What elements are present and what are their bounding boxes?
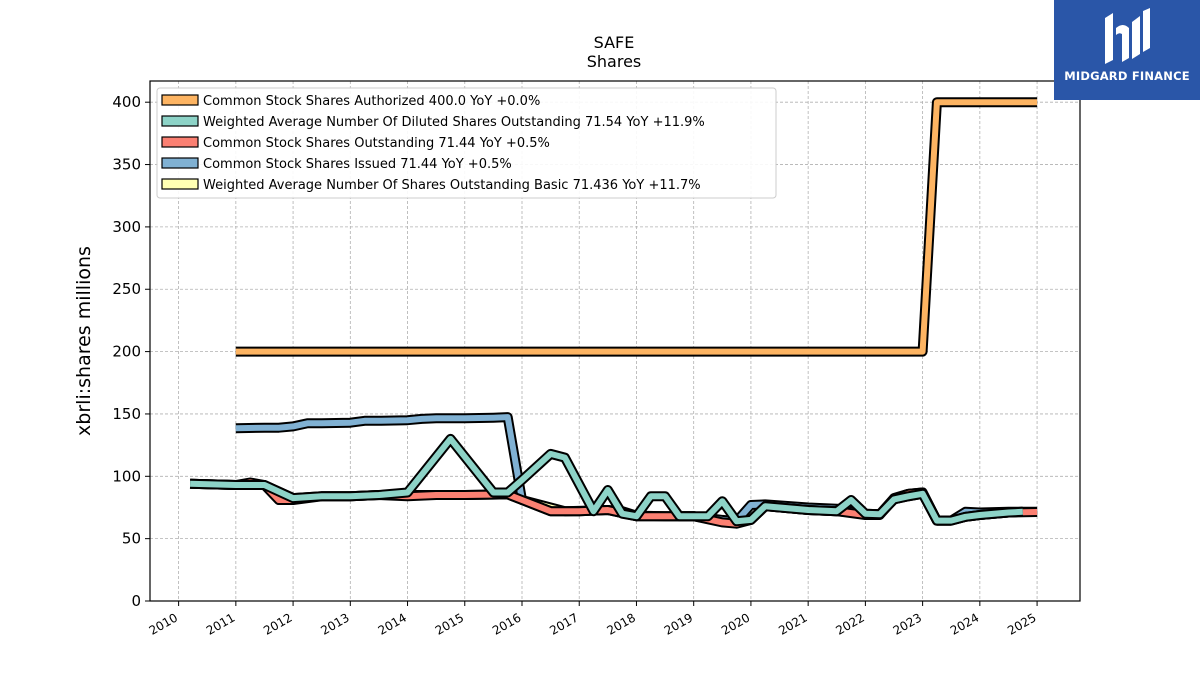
legend-entry: Common Stock Shares Authorized 400.0 YoY… (203, 94, 540, 109)
series-4-line (235, 99, 1038, 355)
x-tick-label: 2011 (204, 610, 237, 637)
x-tick-label: 2020 (719, 610, 752, 637)
x-tick-label: 2016 (490, 610, 523, 637)
legend-entry: Common Stock Shares Issued 71.44 YoY +0.… (203, 157, 512, 172)
legend-entry: Common Stock Shares Outstanding 71.44 Yo… (203, 136, 550, 151)
y-tick-label: 200 (112, 343, 141, 361)
x-tick-label: 2025 (1005, 610, 1038, 637)
x-tick-label: 2022 (833, 610, 866, 637)
series-3-line (190, 435, 1023, 525)
midgard-finance-logo: MIDGARD FINANCE (1054, 0, 1200, 100)
legend-swatch (161, 157, 199, 169)
legend-entry: Weighted Average Number Of Diluted Share… (203, 115, 705, 130)
logo-text: MIDGARD FINANCE (1064, 69, 1190, 83)
x-tick-label: 2017 (547, 610, 580, 637)
chart-subtitle: Shares (587, 52, 642, 71)
y-tick-label: 250 (112, 280, 141, 298)
legend-swatch (161, 136, 199, 148)
legend-swatch (161, 178, 199, 190)
y-tick-label: 400 (112, 93, 141, 111)
y-axis-label: xbrli:shares millions (73, 246, 95, 436)
y-tick-label: 0 (131, 592, 141, 610)
y-tick-label: 50 (122, 530, 141, 548)
plot-frame (149, 80, 1081, 602)
x-tick-label: 2015 (433, 610, 466, 637)
y-tick-label: 350 (112, 156, 141, 174)
legend: Common Stock Shares Authorized 400.0 YoY… (156, 87, 777, 199)
chart-title: SAFE (594, 33, 635, 52)
y-tick-label: 100 (112, 467, 141, 485)
x-tick-label: 2013 (318, 610, 351, 637)
legend-box (156, 87, 777, 199)
legend-entry: Weighted Average Number Of Shares Outsta… (203, 178, 701, 193)
x-axis: 2010 2011 2012 2013 2014 2015 2016 2017 2018 2019… (147, 601, 1039, 638)
y-tick-label: 300 (112, 218, 141, 236)
x-tick-label: 2024 (948, 610, 981, 637)
x-tick-label: 2010 (147, 610, 180, 637)
logo-mark-icon (1105, 8, 1150, 64)
x-tick-label: 2014 (376, 610, 409, 637)
series-lines (189, 97, 1038, 529)
x-tick-label: 2018 (605, 610, 638, 637)
legend-swatch (161, 115, 199, 127)
x-tick-label: 2021 (776, 610, 809, 637)
x-tick-label: 2023 (891, 610, 924, 637)
legend-swatch (161, 94, 199, 106)
y-axis: 0 50 100 150 200 250 300 350 400 (112, 93, 150, 610)
x-tick-label: 2012 (261, 610, 294, 637)
y-tick-label: 150 (112, 405, 141, 423)
x-tick-label: 2019 (662, 610, 695, 637)
